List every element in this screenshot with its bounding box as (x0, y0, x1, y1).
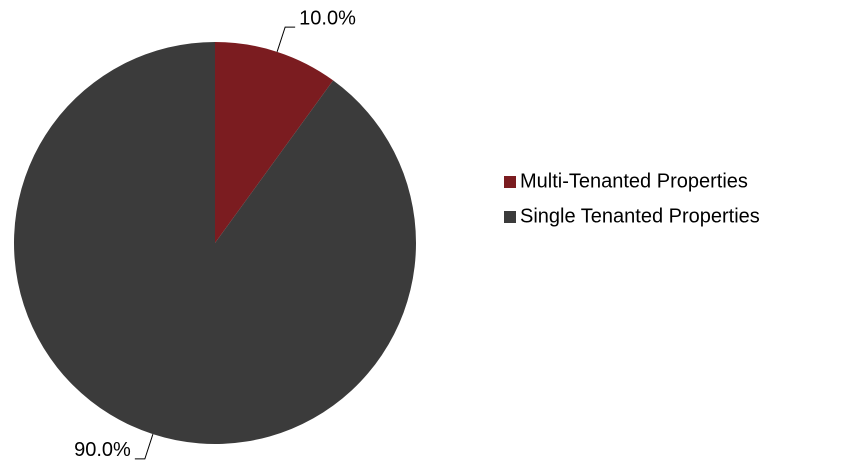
data-label: 90.0% (74, 439, 131, 461)
legend-swatch (504, 176, 516, 188)
pie-slice (13, 42, 416, 444)
leader-line (276, 26, 296, 52)
data-label: 10.0% (299, 7, 356, 29)
legend-label: Single Tenanted Properties (520, 205, 760, 227)
legend-swatch (504, 211, 516, 223)
leader-line (134, 434, 154, 460)
legend-label: Multi-Tenanted Properties (520, 170, 748, 192)
pie-slice (215, 42, 334, 243)
